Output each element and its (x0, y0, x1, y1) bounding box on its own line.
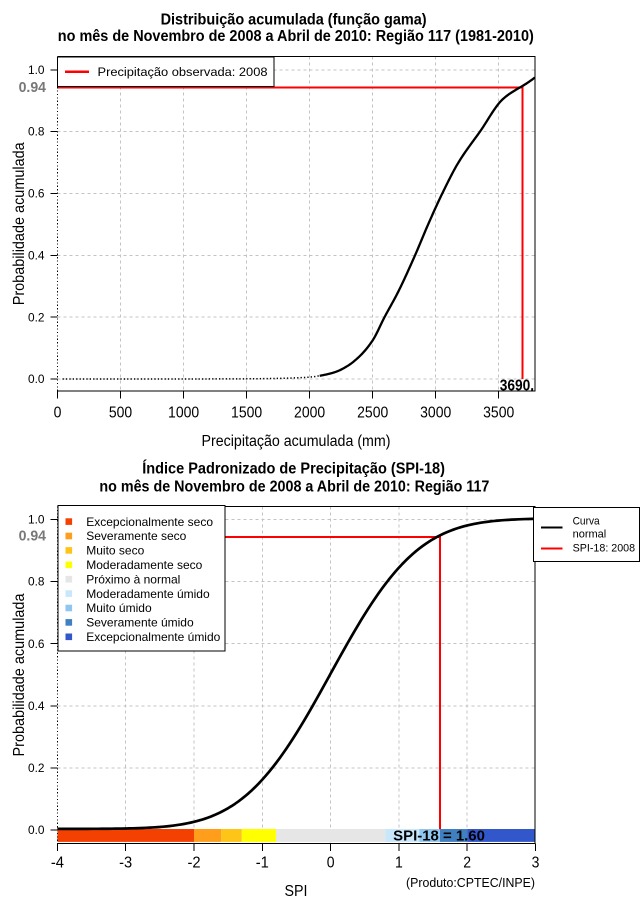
svg-text:0.2: 0.2 (28, 310, 45, 324)
svg-text:2500: 2500 (357, 405, 388, 422)
svg-text:Excepcionalmente seco: Excepcionalmente seco (86, 515, 213, 529)
svg-text:Probabilidade acumulada: Probabilidade acumulada (11, 142, 28, 305)
svg-text:0.94: 0.94 (19, 529, 46, 545)
svg-text:Índice Padronizado de Precipit: Índice Padronizado de Precipitação (SPI-… (142, 461, 445, 478)
svg-text:Muito seco: Muito seco (86, 544, 144, 558)
svg-text:Distribuição acumulada (função: Distribuição acumulada (função gama) (161, 12, 427, 29)
svg-text:Precipitação observada: 2008: Precipitação observada: 2008 (98, 65, 268, 79)
svg-text:0: 0 (327, 855, 335, 872)
svg-text:Severamente úmido: Severamente úmido (86, 616, 194, 630)
svg-text:1500: 1500 (231, 405, 262, 422)
svg-text:0.6: 0.6 (28, 637, 45, 651)
svg-text:0.8: 0.8 (28, 125, 45, 139)
svg-text:3: 3 (532, 855, 540, 872)
svg-text:SPI: SPI (285, 883, 308, 900)
svg-text:0.0: 0.0 (28, 372, 45, 386)
svg-text:Severamente seco: Severamente seco (86, 529, 186, 543)
svg-text:0.4: 0.4 (28, 248, 45, 262)
svg-text:SPI-18 = 1.60: SPI-18 = 1.60 (393, 829, 485, 845)
svg-text:1: 1 (395, 855, 403, 872)
svg-text:0.6: 0.6 (28, 187, 45, 201)
svg-text:0.8: 0.8 (28, 575, 45, 589)
svg-text:Precipitação acumulada (mm): Precipitação acumulada (mm) (202, 433, 391, 450)
svg-text:1.0: 1.0 (28, 63, 45, 77)
svg-text:Curva: Curva (573, 516, 601, 528)
svg-text:0.0: 0.0 (28, 823, 45, 837)
svg-text:(Produto:CPTEC/INPE): (Produto:CPTEC/INPE) (406, 876, 535, 890)
svg-text:Moderadamente seco: Moderadamente seco (86, 558, 202, 572)
svg-text:Probabilidade acumulada: Probabilidade acumulada (11, 593, 28, 756)
svg-text:2: 2 (463, 855, 471, 872)
svg-text:-4: -4 (51, 855, 64, 872)
svg-text:no mês de Novembro de 2008 a A: no mês de Novembro de 2008 a Abril de 20… (99, 479, 489, 496)
svg-text:500: 500 (109, 405, 133, 422)
svg-text:3690.: 3690. (500, 377, 534, 394)
svg-text:1.0: 1.0 (28, 513, 45, 527)
svg-text:SPI-18: 2008: SPI-18: 2008 (573, 542, 636, 554)
svg-text:0.4: 0.4 (28, 699, 45, 713)
svg-text:-3: -3 (119, 855, 132, 872)
svg-text:Excepcionalmente úmido: Excepcionalmente úmido (86, 630, 220, 644)
svg-text:normal: normal (573, 528, 607, 540)
svg-text:Moderadamente úmido: Moderadamente úmido (86, 587, 210, 601)
svg-text:Muito úmido: Muito úmido (86, 601, 152, 615)
svg-text:3000: 3000 (420, 405, 451, 422)
svg-text:-1: -1 (256, 855, 269, 872)
svg-text:no mês de Novembro de 2008 a A: no mês de Novembro de 2008 a Abril de 20… (58, 28, 534, 45)
svg-text:-2: -2 (187, 855, 200, 872)
svg-text:0: 0 (54, 405, 62, 422)
svg-text:3500: 3500 (483, 405, 514, 422)
svg-text:0.94: 0.94 (19, 80, 46, 96)
svg-text:1000: 1000 (168, 405, 199, 422)
svg-text:2000: 2000 (294, 405, 325, 422)
svg-text:0.2: 0.2 (28, 761, 45, 775)
svg-text:Próximo à normal: Próximo à normal (86, 573, 180, 587)
